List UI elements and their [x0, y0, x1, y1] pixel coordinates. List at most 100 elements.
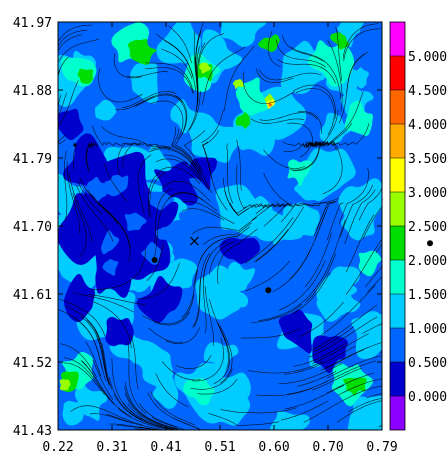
- colorbar-label: 0.500: [408, 356, 447, 371]
- y-axis: 41.43 41.52 41.61 41.70 41.79 41.88 41.97: [13, 16, 382, 439]
- streamline: [240, 328, 301, 339]
- streamline: [58, 92, 67, 117]
- streamline: [168, 192, 204, 201]
- streamline: [267, 31, 281, 67]
- streamline: [150, 100, 184, 140]
- streamline: [72, 292, 134, 313]
- colorbar-label: 0.000: [408, 390, 447, 405]
- streamline: [243, 71, 296, 104]
- streamline: [104, 163, 127, 202]
- streamline: [321, 284, 376, 336]
- colorbar-band: [390, 328, 405, 362]
- streamline: [209, 241, 236, 275]
- contour-band-2-0: [77, 68, 94, 85]
- contour-band-0-5: [124, 212, 147, 231]
- streamline: [335, 26, 342, 81]
- contour-band-0-0: [219, 237, 261, 265]
- streamline: [282, 141, 312, 148]
- streamline: [195, 22, 204, 77]
- x-tick-label: 0.31: [96, 440, 127, 455]
- speed-field-contours: [58, 22, 382, 430]
- colorbar-band: [390, 260, 405, 294]
- colorbar-band: [390, 124, 405, 158]
- streamline: [362, 323, 382, 334]
- streamline: [109, 376, 153, 425]
- streamline: [89, 413, 134, 424]
- x-tick-label: 0.41: [150, 440, 181, 455]
- streamline: [149, 172, 167, 218]
- streamline: [66, 161, 81, 234]
- streamline: [342, 23, 379, 59]
- streamline: [92, 301, 132, 348]
- streamline: [245, 260, 291, 292]
- streamline: [282, 35, 324, 62]
- streamline: [76, 185, 114, 242]
- streamline: [263, 173, 291, 205]
- streamline: [193, 31, 198, 112]
- colorbar-label: 2.000: [408, 254, 447, 269]
- streamline: [58, 80, 79, 127]
- streamline: [208, 413, 280, 426]
- streamline: [312, 333, 369, 364]
- contour-band-2-5: [232, 79, 244, 90]
- streamline: [64, 305, 101, 341]
- streamline: [139, 403, 177, 428]
- streamline: [91, 249, 147, 290]
- contour-band-1-0: [230, 197, 255, 216]
- streamline: [204, 285, 214, 347]
- y-tick-label: 41.61: [13, 288, 52, 303]
- station-dot-marker: [151, 257, 158, 263]
- streamline: [202, 130, 220, 180]
- contour-band-0-5: [101, 230, 120, 255]
- colorbar: 0.000 0.500 1.000 1.500 2.000 2.500 3.000 3.500…: [389, 21, 447, 431]
- streamline: [219, 325, 233, 384]
- y-tick-label: 41.97: [13, 16, 52, 31]
- contour-band-1-0: [195, 265, 242, 320]
- streamline: [322, 360, 376, 384]
- streamline: [277, 58, 336, 84]
- streamline: [58, 29, 88, 47]
- plot-area: [58, 22, 382, 430]
- streamline: [150, 147, 201, 176]
- contour-band-2-5: [59, 379, 71, 391]
- streamline: [358, 187, 382, 221]
- contour-band-1-0: [319, 112, 351, 144]
- streamline: [280, 202, 327, 223]
- streamline: [192, 277, 201, 328]
- streamline: [290, 46, 342, 100]
- colorbar-markers: [427, 240, 433, 247]
- streamline: [320, 91, 364, 147]
- streamline: [60, 343, 97, 378]
- colorbar-band: [390, 192, 405, 226]
- streamline: [153, 205, 164, 259]
- colorbar-label: 3.500: [408, 152, 447, 167]
- streamline: [160, 166, 200, 184]
- contour-band-1-5: [358, 250, 382, 277]
- contour-band-2-0: [235, 112, 251, 129]
- streamline: [154, 187, 173, 244]
- contour-band-1-0: [134, 340, 174, 389]
- colorbar-band: [390, 56, 405, 90]
- streamline: [193, 252, 210, 328]
- streamline: [343, 28, 381, 62]
- streamline: [181, 269, 199, 318]
- streamline: [146, 243, 164, 281]
- streamline: [113, 53, 142, 79]
- streamline: [122, 91, 177, 109]
- streamline: [116, 425, 160, 430]
- streamline: [258, 288, 316, 321]
- streamline: [92, 359, 114, 400]
- streamline: [313, 140, 324, 148]
- contour-band-1-5: [307, 40, 355, 87]
- streamline: [161, 180, 211, 202]
- contour-band-1-0: [269, 411, 310, 430]
- contour-band-0-0: [105, 316, 134, 347]
- streamline: [304, 232, 333, 288]
- streamline: [253, 228, 289, 263]
- contour-band-0-5: [148, 191, 175, 211]
- streamline: [101, 342, 113, 390]
- streamline: [124, 386, 164, 426]
- streamline: [147, 392, 202, 430]
- streamline: [68, 172, 92, 242]
